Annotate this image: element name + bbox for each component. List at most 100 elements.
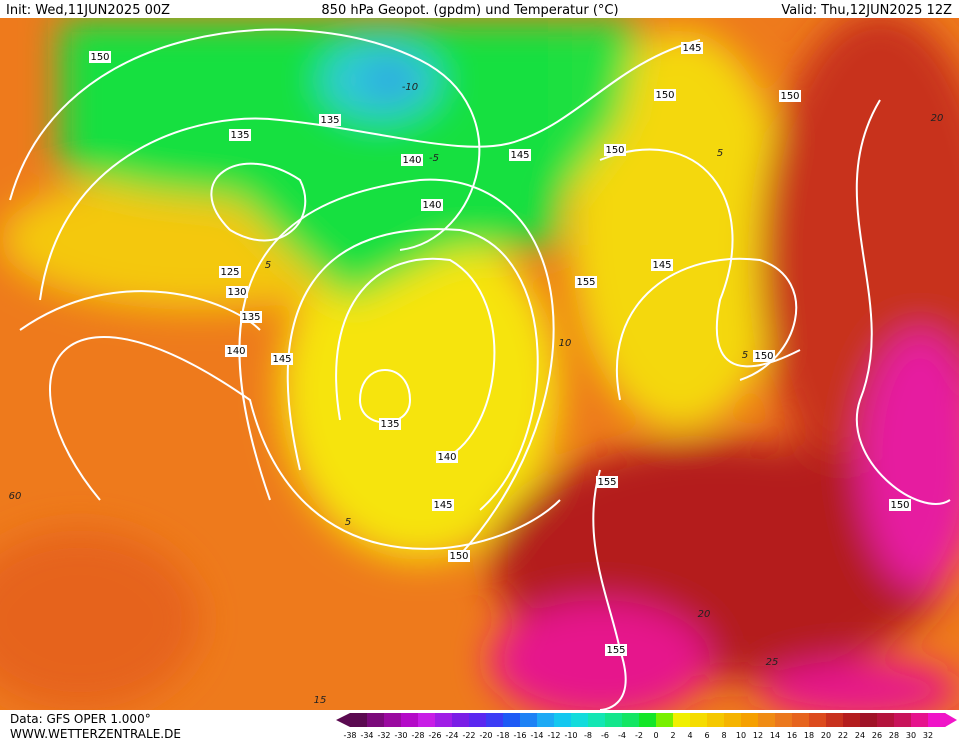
colorbar-swatch <box>469 713 487 727</box>
colorbar-swatch <box>877 713 895 727</box>
colorbar-swatch <box>775 713 793 727</box>
colorbar-label: -8 <box>584 731 592 740</box>
colorbar-label: -2 <box>635 731 643 740</box>
colorbar-swatch <box>639 713 657 727</box>
temperature-label: 60 <box>9 491 22 502</box>
colorbar-swatch <box>809 713 827 727</box>
colorbar-label: 22 <box>838 731 848 740</box>
geopotential-label: 140 <box>402 155 421 166</box>
temperature-labels: -10 -5 5 10 5 5 20 20 25 15 60 5 <box>9 82 944 706</box>
temperature-label: 5 <box>717 148 723 159</box>
colorbar-swatch <box>656 713 674 727</box>
geopotential-label: 150 <box>449 551 468 562</box>
colorbar-swatch <box>707 713 725 727</box>
label-box <box>89 51 111 63</box>
colorbar-swatch <box>452 713 470 727</box>
colorbar-label: 2 <box>670 731 675 740</box>
geopotential-label: 155 <box>576 277 595 288</box>
colorbar-label: 30 <box>906 731 916 740</box>
geopotential-label: 145 <box>272 354 291 365</box>
geopotential-label: 155 <box>606 645 625 656</box>
geopotential-label: 150 <box>655 90 674 101</box>
label-box <box>436 451 458 463</box>
geopotential-label: 155 <box>597 477 616 488</box>
colorbar-swatch <box>350 713 368 727</box>
geopotential-label: 145 <box>433 500 452 511</box>
colorbar-label: -10 <box>564 731 577 740</box>
map-title: 850 hPa Geopot. (gpdm) und Temperatur (°… <box>321 3 618 18</box>
colorbar-label: 14 <box>770 731 780 740</box>
geopotential-label: 140 <box>437 452 456 463</box>
geopotential-label: 145 <box>510 150 529 161</box>
colorbar-label: -32 <box>377 731 390 740</box>
label-box <box>889 499 911 511</box>
colorbar-label: -26 <box>428 731 441 740</box>
colorbar-label: -20 <box>479 731 492 740</box>
geopotential-label: 135 <box>320 115 339 126</box>
geopotential-label: 150 <box>605 145 624 156</box>
geopotential-label: 145 <box>652 260 671 271</box>
colorbar-swatch <box>554 713 572 727</box>
colorbar-swatch <box>843 713 861 727</box>
temperature-label: -5 <box>429 153 439 164</box>
colorbar-swatch <box>486 713 504 727</box>
geopotential-label: 140 <box>226 346 245 357</box>
label-box <box>271 353 293 365</box>
label-box <box>654 89 676 101</box>
geopotential-label: 130 <box>227 287 246 298</box>
label-box <box>509 149 531 161</box>
colorbar-swatch <box>367 713 385 727</box>
geopotential-label: 135 <box>241 312 260 323</box>
label-box <box>753 350 775 362</box>
colorbar-label: -6 <box>601 731 609 740</box>
colorbar-swatch <box>860 713 878 727</box>
colorbar-swatch <box>826 713 844 727</box>
colorbar-label: 4 <box>687 731 692 740</box>
colorbar-swatch <box>401 713 419 727</box>
valid-time: Valid: Thu,12JUN2025 12Z <box>781 3 952 18</box>
label-box <box>401 154 423 166</box>
geopotential-label: 150 <box>90 52 109 63</box>
label-box <box>596 476 618 488</box>
colorbar-label: -28 <box>411 731 424 740</box>
colorbar-swatch <box>418 713 436 727</box>
geopotential-label: 145 <box>682 43 701 54</box>
label-box <box>575 276 597 288</box>
data-source: Data: GFS OPER 1.000° <box>10 712 151 726</box>
colorbar-label: 28 <box>889 731 899 740</box>
colorbar-label: 16 <box>787 731 797 740</box>
colorbar-label: 24 <box>855 731 865 740</box>
label-box <box>681 42 703 54</box>
colorbar-swatch <box>928 713 946 727</box>
label-box <box>379 418 401 430</box>
colorbar-arrow-right <box>945 713 957 727</box>
label-box <box>779 90 801 102</box>
colorbar-swatch <box>673 713 691 727</box>
temperature-label: 25 <box>766 657 779 668</box>
label-box <box>605 644 627 656</box>
colorbar-swatch <box>758 713 776 727</box>
geopotential-label: 150 <box>890 500 909 511</box>
temperature-label: 5 <box>742 350 748 361</box>
colorbar-label: -12 <box>547 731 560 740</box>
colorbar-label: -18 <box>496 731 509 740</box>
label-box <box>319 114 341 126</box>
colorbar-swatch <box>588 713 606 727</box>
colorbar-swatch <box>520 713 538 727</box>
temperature-label: 5 <box>345 517 351 528</box>
label-box <box>225 345 247 357</box>
temperature-label: 10 <box>559 338 572 349</box>
init-time: Init: Wed,11JUN2025 00Z <box>6 3 170 18</box>
colorbar-swatch <box>384 713 402 727</box>
geopotential-label: 125 <box>220 267 239 278</box>
colorbar-swatch <box>537 713 555 727</box>
website: WWW.WETTERZENTRALE.DE <box>10 727 181 741</box>
label-box <box>229 129 251 141</box>
colorbar-swatch <box>690 713 708 727</box>
label-box <box>448 550 470 562</box>
colorbar-label: 0 <box>653 731 658 740</box>
colorbar-label: 18 <box>804 731 814 740</box>
colorbar-swatch <box>894 713 912 727</box>
colorbar-label: -30 <box>394 731 407 740</box>
geopotential-labels: 150 135 135 140 145 150 150 145 150 140 125 130 135 1… <box>89 42 911 656</box>
